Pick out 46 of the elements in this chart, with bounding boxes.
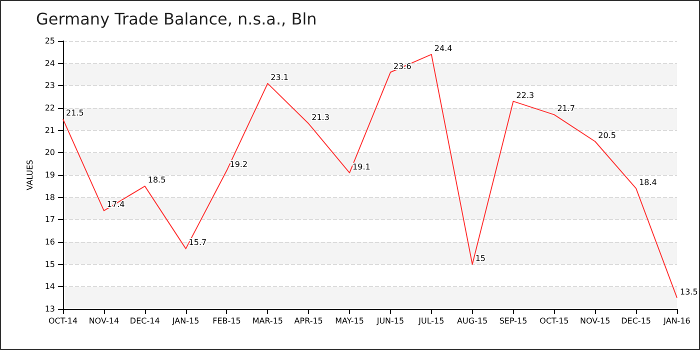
y-tick-label: 21	[44, 126, 55, 135]
data-label: 23.1	[270, 72, 288, 82]
x-tick-label: OCT-15	[540, 316, 569, 326]
y-tick-label: 22	[44, 104, 55, 112]
data-label: 19.2	[230, 160, 248, 170]
y-tick-label: 23	[44, 81, 55, 90]
x-tick-label: OCT-14	[48, 316, 78, 326]
x-tick-label: DEC-14	[130, 316, 160, 326]
y-tick-label: 25	[44, 36, 55, 46]
data-label: 18.4	[639, 178, 657, 187]
y-tick-label: 16	[44, 238, 55, 246]
data-label: 15	[475, 254, 486, 263]
line-series	[62, 54, 678, 298]
x-tick-label: JUN-15	[376, 316, 404, 326]
data-label: 21.3	[312, 113, 330, 122]
x-tick-label: NOV-15	[580, 316, 610, 326]
data-label: 22.3	[516, 90, 534, 100]
data-label: 21.7	[557, 104, 576, 114]
data-label: 15.7	[188, 238, 207, 248]
y-tick-label: 13	[44, 304, 55, 314]
x-tick-label: JAN-15	[171, 316, 200, 326]
y-axis-title: VALUES	[25, 160, 34, 190]
y-tick-label: 20	[44, 148, 55, 158]
y-tick-label: 18	[44, 192, 55, 202]
y-tick-label: 15	[44, 260, 55, 269]
y-tick-label: 14	[44, 282, 55, 292]
x-tick-label: FEB-15	[212, 316, 241, 326]
y-tick-label: 24	[44, 58, 55, 68]
x-tick-label: MAR-15	[252, 316, 284, 326]
data-label: 21.5	[66, 108, 84, 118]
chart-title: Germany Trade Balance, n.s.a., Bln	[36, 10, 317, 28]
y-tick-label: 19	[44, 170, 55, 180]
data-label: 24.4	[434, 44, 452, 53]
data-label: 18.5	[148, 176, 166, 185]
x-tick-label: JUL-15	[418, 316, 444, 326]
x-tick-label: DEC-15	[621, 316, 652, 326]
x-tick-label: NOV-14	[88, 316, 120, 326]
x-tick-label: APR-15	[294, 316, 323, 326]
x-tick-label: AUG-15	[457, 316, 488, 326]
x-tick-label: SEP-15	[499, 316, 528, 326]
x-tick-label: MAY-15	[335, 316, 364, 326]
data-label: 13.5	[680, 287, 698, 296]
data-label: 20.5	[598, 131, 616, 140]
x-tick-label: JAN-16	[662, 316, 690, 326]
y-tick-label: 17	[44, 215, 55, 224]
data-label: 19.1	[352, 162, 370, 172]
